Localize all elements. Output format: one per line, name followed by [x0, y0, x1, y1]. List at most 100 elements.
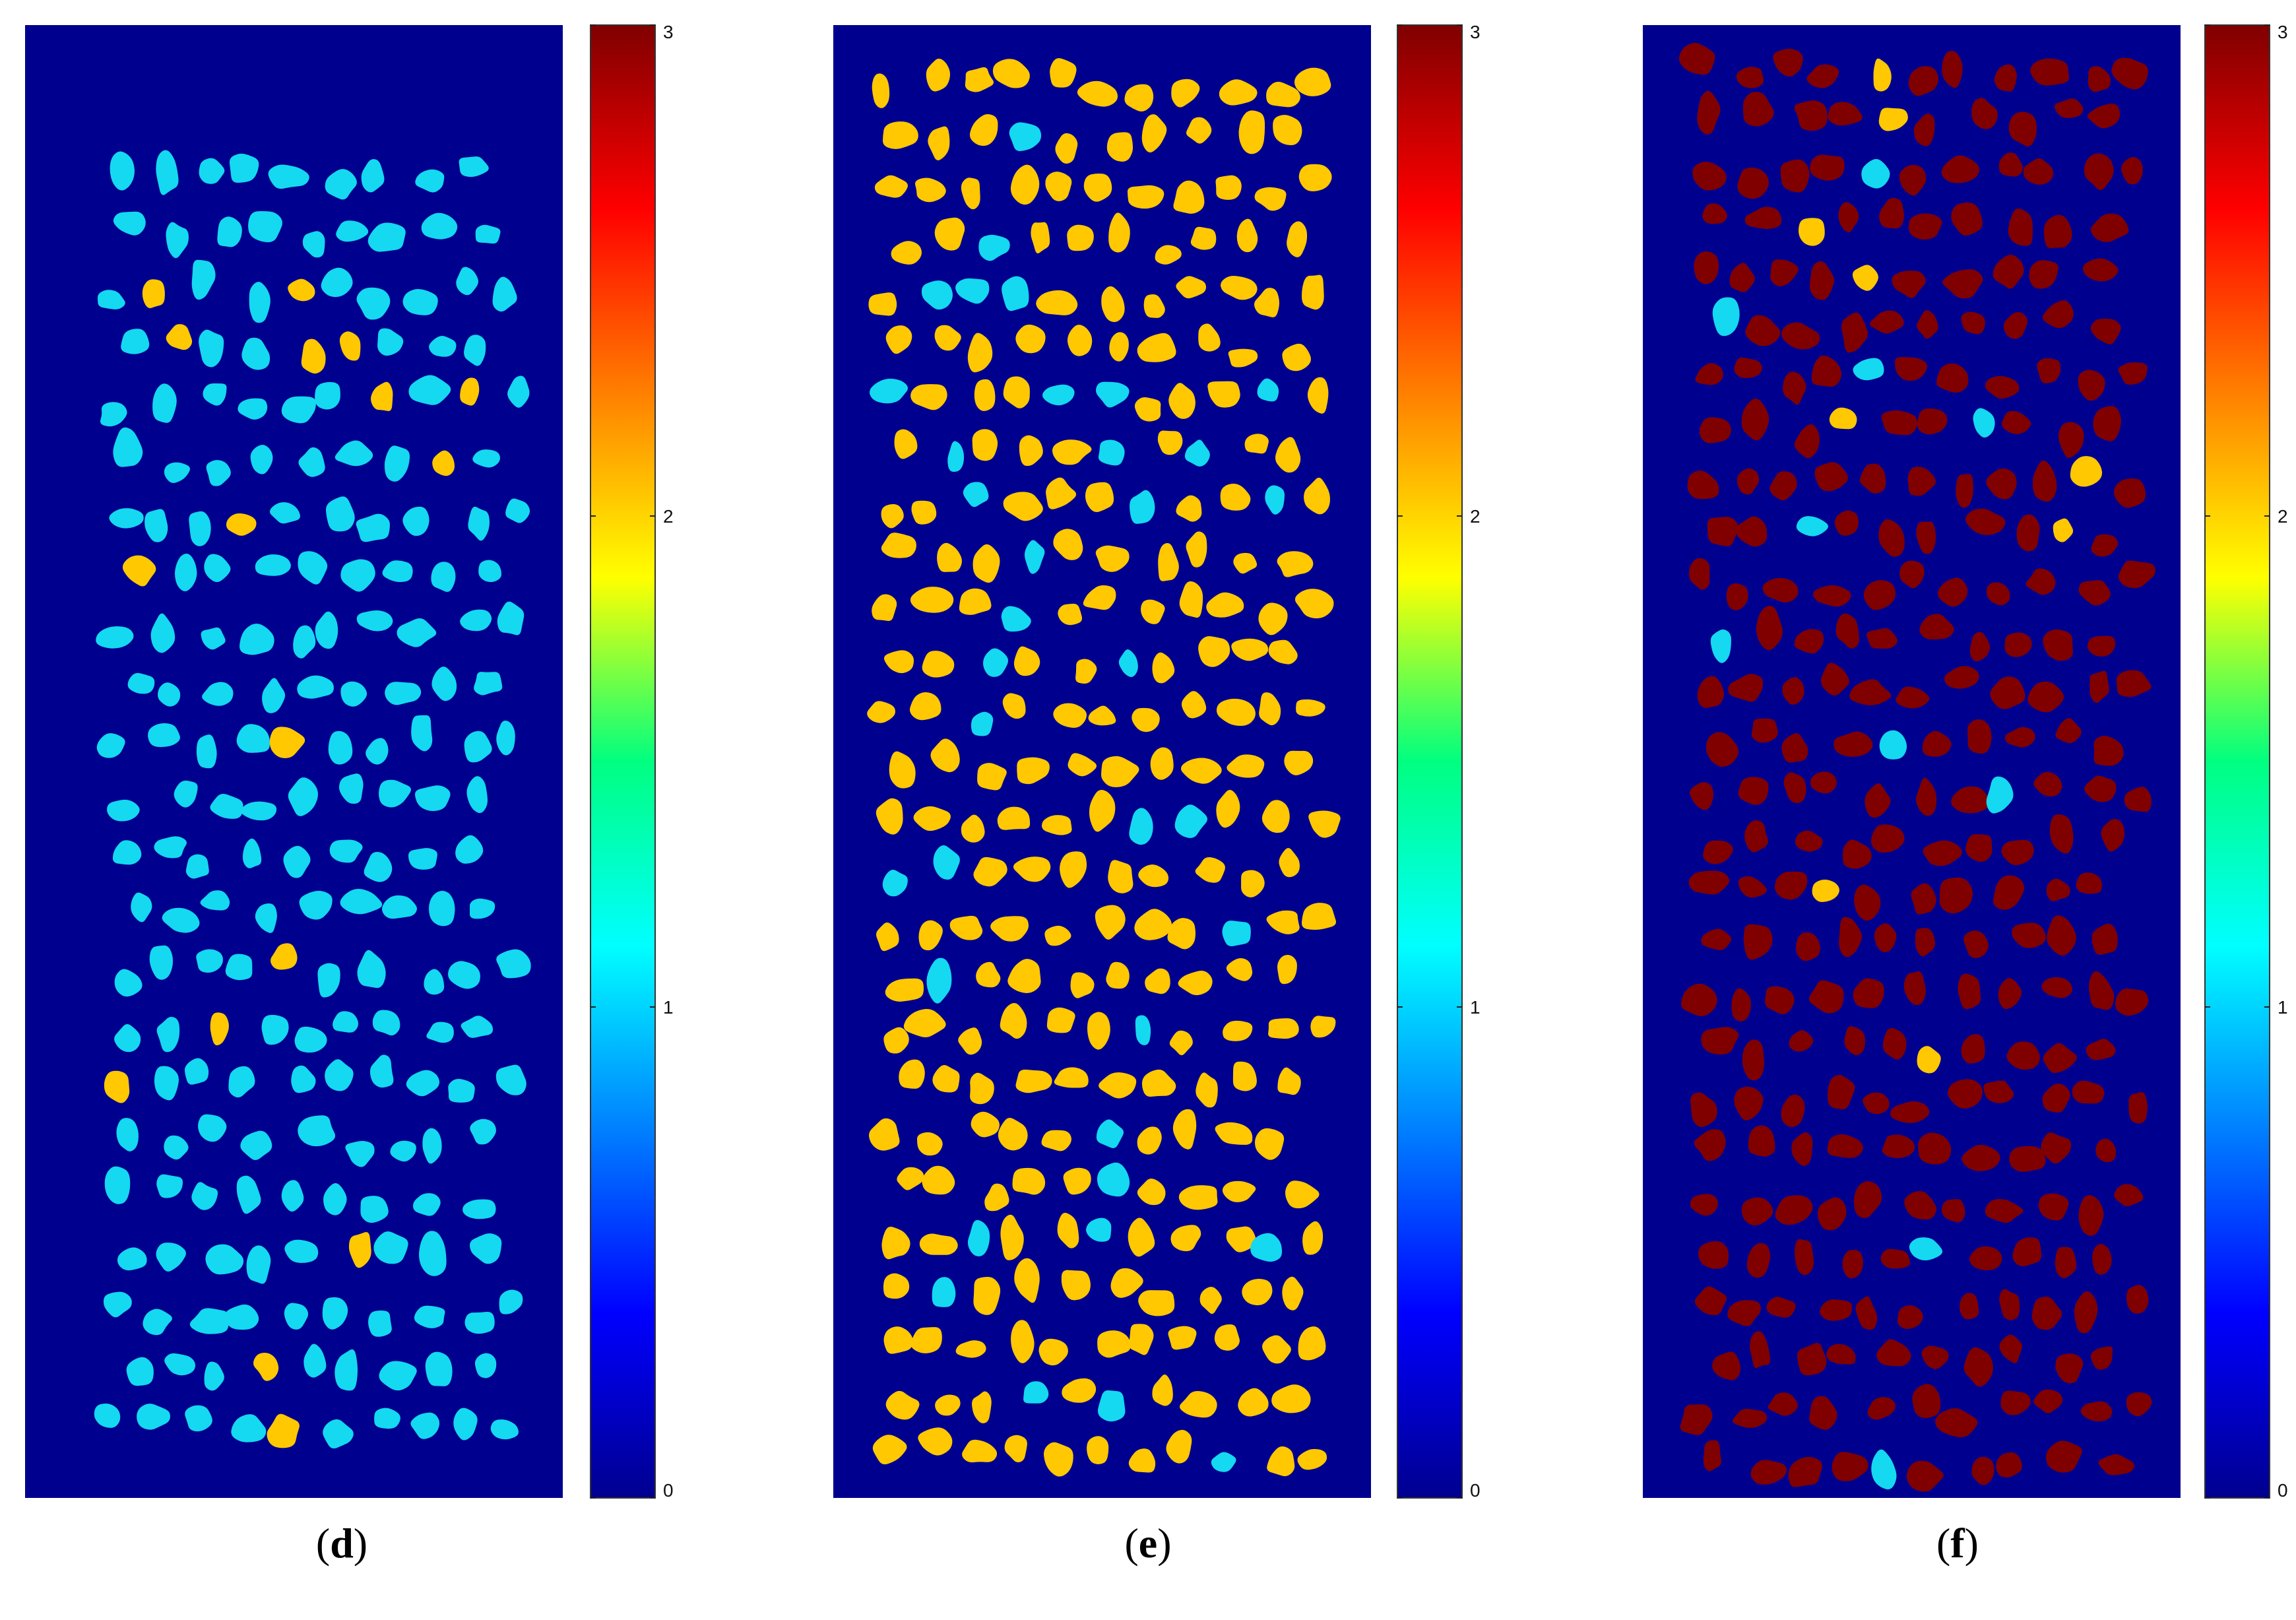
particle-state-3	[1839, 917, 1862, 957]
particle-state-2	[1222, 1181, 1256, 1202]
particle-state-2	[1172, 1109, 1197, 1150]
particle-state-1	[262, 678, 286, 713]
particle-state-2	[1068, 753, 1097, 777]
particle-state-1	[1853, 358, 1884, 381]
particle-state-1	[372, 1010, 400, 1036]
colorbar-e	[1397, 24, 1463, 1499]
particle-state-3	[1896, 686, 1930, 709]
particle-state-3	[2115, 988, 2149, 1016]
particle-state-2	[918, 920, 943, 951]
particle-state-1	[164, 1135, 189, 1160]
particle-state-2	[958, 1027, 982, 1055]
particle-state-3	[1994, 64, 2017, 92]
particle-state-1	[294, 1026, 327, 1053]
particle-state-3	[1908, 213, 1942, 240]
particle-state-3	[2041, 1132, 2072, 1164]
particle-state-3	[2084, 153, 2114, 191]
particle-state-3	[2030, 58, 2070, 86]
particle-state-3	[2043, 1043, 2077, 1074]
particle-state-1	[152, 383, 177, 423]
particle-state-1	[345, 1141, 375, 1167]
particle-state-1	[495, 1064, 526, 1095]
particle-state-3	[2087, 635, 2116, 657]
particle-state-2	[1013, 646, 1040, 676]
particle-state-2	[1015, 1069, 1052, 1093]
particle-state-1	[464, 335, 486, 366]
particle-state-1	[385, 682, 422, 705]
particle-state-2	[1003, 376, 1030, 408]
particle-state-2	[910, 1327, 942, 1353]
particle-state-2	[1083, 173, 1112, 202]
particle-state-3	[2090, 318, 2121, 344]
particle-state-1	[315, 611, 338, 649]
particle-state-2	[914, 178, 946, 203]
particle-state-2	[142, 279, 165, 309]
particle-state-1	[298, 447, 325, 477]
particle-state-2	[1178, 1185, 1218, 1210]
particle-state-1	[189, 511, 211, 546]
particle-state-2	[1041, 815, 1072, 835]
colorbar-ticks-e: 0 1 2 3	[1397, 22, 1481, 1501]
particle-state-2	[1004, 1435, 1027, 1462]
particle-state-2	[1267, 1446, 1295, 1477]
particle-state-3	[1870, 824, 1905, 853]
particle-state-1	[406, 1070, 439, 1097]
particle-state-2	[889, 751, 916, 789]
particle-state-2	[1170, 1225, 1201, 1252]
particle-state-1	[367, 222, 406, 252]
particle-state-3	[2121, 157, 2143, 185]
particle-state-2	[1307, 377, 1329, 414]
particle-state-3	[2088, 66, 2111, 92]
particle-state-1	[336, 220, 369, 242]
particle-state-2	[959, 588, 992, 615]
particle-state-2	[1294, 67, 1331, 96]
particle-state-1	[455, 835, 484, 864]
particle-state-3	[1844, 1026, 1866, 1056]
particle-state-3	[1687, 470, 1719, 500]
particle-state-1	[947, 441, 965, 472]
particle-state-2	[1206, 592, 1244, 618]
particle-state-2	[1296, 699, 1325, 717]
particle-state-1	[202, 682, 234, 706]
particle-state-1	[113, 211, 146, 236]
particle-state-1	[217, 216, 242, 247]
particle-state-2	[1019, 435, 1043, 467]
particle-state-2	[1852, 265, 1878, 291]
particle-state-1	[1001, 606, 1031, 632]
particle-state-3	[1911, 883, 1936, 915]
particle-state-3	[1695, 363, 1723, 385]
particle-state-2	[1268, 639, 1298, 664]
particle-state-3	[1744, 207, 1782, 230]
particle-state-1	[283, 845, 311, 878]
particle-state-1	[369, 1054, 394, 1088]
particle-state-1	[107, 799, 140, 822]
particle-state-3	[1923, 840, 1962, 866]
particle-state-3	[2031, 1296, 2062, 1330]
particle-state-1	[978, 234, 1010, 261]
particle-state-2	[1273, 115, 1302, 146]
particle-state-3	[1738, 876, 1767, 898]
particle-state-3	[2043, 214, 2072, 249]
particle-state-1	[144, 509, 168, 542]
particle-state-2	[976, 961, 1001, 988]
particle-state-2	[1261, 800, 1290, 833]
particle-state-3	[2092, 1244, 2112, 1275]
particle-state-1	[478, 560, 502, 583]
particle-state-3	[2055, 1353, 2084, 1384]
particle-state-2	[1052, 439, 1092, 465]
particle-state-2	[1198, 636, 1230, 667]
particle-state-2	[883, 121, 918, 149]
particle-state-2	[1158, 542, 1179, 581]
particle-state-1	[497, 601, 525, 635]
particle-state-2	[1067, 325, 1093, 356]
particle-state-2	[253, 1353, 279, 1381]
particle-state-2	[1044, 1442, 1073, 1477]
particle-state-2	[1152, 652, 1175, 684]
particle-state-3	[2008, 208, 2033, 246]
particle-state-1	[496, 949, 531, 979]
particle-state-2	[122, 555, 156, 587]
particle-state-1	[302, 231, 325, 258]
particle-state-3	[1706, 732, 1739, 767]
particle-state-1	[96, 626, 134, 649]
particle-state-1	[461, 1016, 494, 1038]
